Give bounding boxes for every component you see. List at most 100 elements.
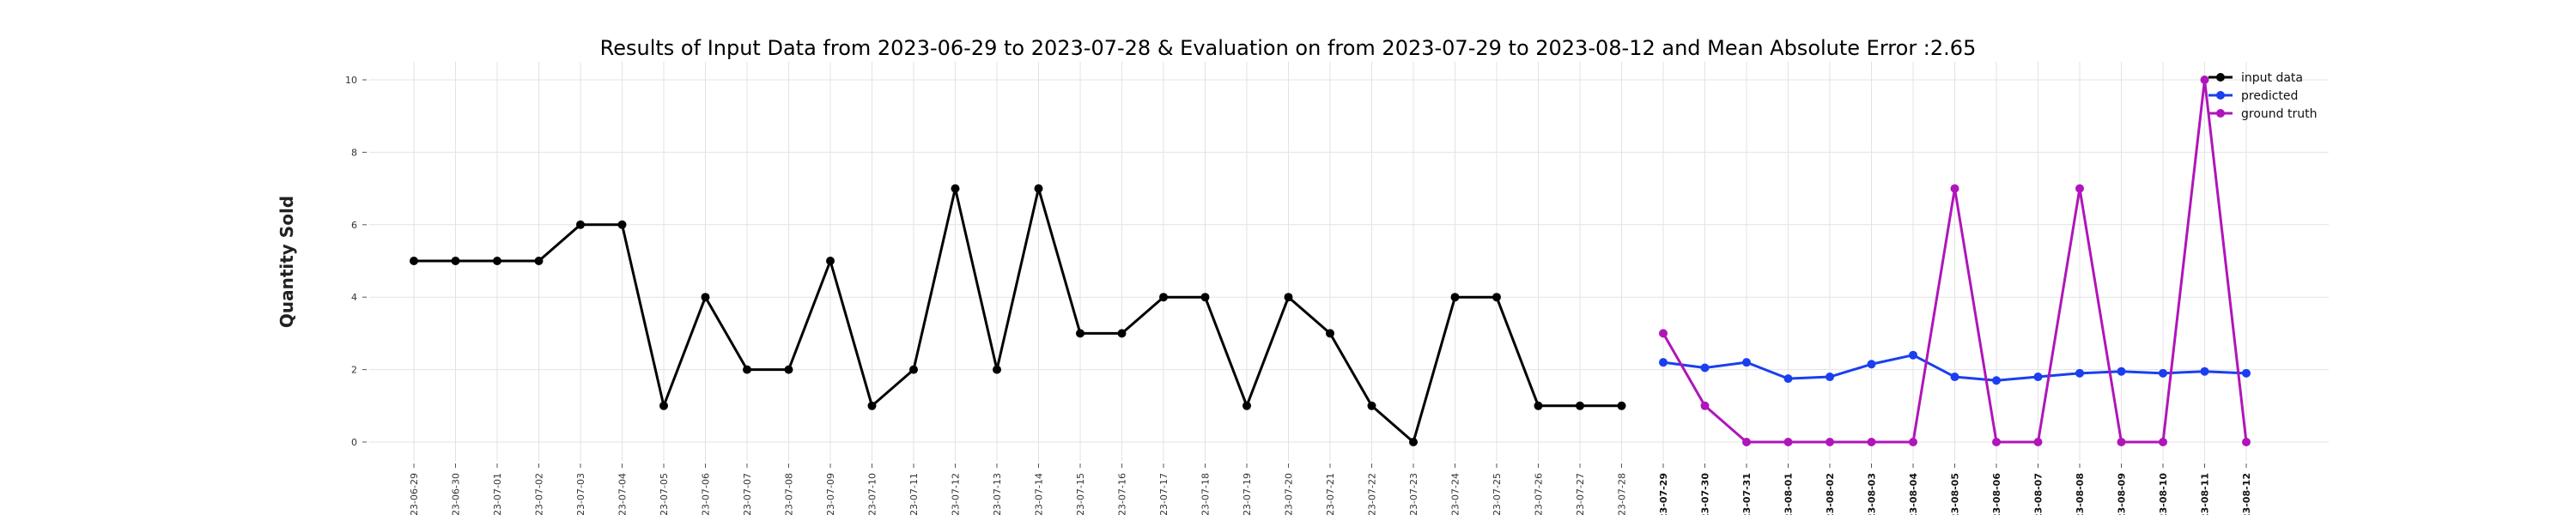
legend: input data predicted ground truth: [2208, 71, 2317, 121]
x-tick-label: -23-08-12: [2241, 473, 2252, 515]
data-point: [2075, 368, 2084, 378]
x-tick-label: -23-07-31: [1741, 473, 1753, 515]
x-tick-label: -23-07-23: [1408, 473, 1419, 515]
x-tick-label: -23-07-29: [1658, 473, 1669, 515]
x-tick-label: -23-08-08: [2075, 473, 2086, 515]
x-tick-label: -23-07-18: [1200, 473, 1212, 515]
data-point: [1700, 363, 1710, 373]
x-tick-label: -23-08-07: [2033, 473, 2044, 515]
x-tick-label: -23-07-04: [617, 473, 629, 515]
data-point: [1117, 329, 1127, 338]
data-point: [1950, 184, 1959, 193]
data-point: [993, 365, 1001, 374]
x-tick-label: -23-07-05: [659, 473, 670, 515]
data-point: [1742, 438, 1751, 446]
data-point: [576, 220, 585, 229]
data-point: [1367, 401, 1376, 410]
data-point: [2117, 367, 2126, 376]
x-tick-label: -23-08-05: [1950, 473, 1961, 515]
x-tick-label: -23-07-12: [951, 473, 962, 515]
x-tick-label: -23-08-02: [1825, 473, 1836, 515]
data-point: [1783, 374, 1793, 384]
x-tick-label: -23-07-03: [575, 473, 586, 515]
x-tick-label: -23-07-09: [825, 473, 836, 515]
data-point: [451, 257, 460, 265]
data-point: [2242, 438, 2251, 446]
legend-item: input data: [2208, 71, 2303, 85]
y-tick-label: 6: [351, 220, 357, 231]
data-point: [1534, 401, 1543, 410]
data-point: [826, 257, 835, 265]
data-point: [1200, 293, 1210, 302]
data-point: [1576, 401, 1584, 410]
x-tick-label: -23-06-30: [451, 473, 462, 515]
data-point: [1242, 401, 1251, 410]
series-line: [414, 187, 1622, 444]
data-point: [743, 365, 751, 374]
data-point: [2075, 184, 2084, 193]
y-tick-label: 8: [351, 147, 357, 158]
axes: 0 2 4 6 8 10 -23-06-29 -23-06-30 -23-07-01 -23-07…: [345, 75, 2252, 515]
data-point: [2200, 76, 2209, 84]
x-tick-label: -23-07-07: [742, 473, 753, 515]
x-tick-label: -23-07-02: [534, 473, 545, 515]
data-point: [1783, 438, 1793, 446]
data-point: [493, 257, 501, 265]
data-point: [701, 293, 710, 302]
x-tick-label: -23-07-16: [1117, 473, 1128, 515]
x-tick-label: -23-08-10: [2158, 473, 2169, 515]
data-point: [1659, 358, 1668, 367]
data-point: [1034, 184, 1043, 193]
x-tick-label: -23-07-06: [701, 473, 712, 515]
data-point: [1742, 358, 1751, 367]
data-point: [2200, 367, 2209, 376]
y-tick-label: 2: [351, 365, 357, 376]
x-tick-label: -23-08-01: [1783, 473, 1795, 515]
data-point: [1909, 350, 1917, 360]
x-tick-label: -23-07-11: [908, 473, 920, 515]
data-point: [1159, 293, 1168, 302]
x-tick-label: -23-08-09: [2117, 473, 2128, 515]
data-point: [617, 220, 627, 229]
legend-swatch-marker: [2216, 109, 2225, 118]
data-point: [1617, 401, 1626, 410]
data-point: [1826, 373, 1834, 382]
x-tick-label: -23-07-19: [1242, 473, 1253, 515]
chart-title: Results of Input Data from 2023-06-29 to…: [600, 36, 1977, 60]
x-tick-label: -23-07-15: [1075, 473, 1086, 515]
data-point: [951, 184, 960, 193]
data-point: [1700, 401, 1710, 410]
data-point: [2033, 438, 2043, 446]
legend-item: predicted: [2208, 89, 2298, 103]
data-point: [2033, 373, 2043, 382]
data-point: [1950, 373, 1959, 382]
legend-label: ground truth: [2241, 107, 2317, 121]
series-group: [410, 76, 2251, 446]
x-tick-label: -23-08-06: [1991, 473, 2002, 515]
legend-label: input data: [2241, 71, 2303, 85]
series-input-data: [410, 184, 1626, 446]
x-tick-label: -23-07-14: [1034, 473, 1045, 515]
x-tick-label: -23-07-13: [992, 473, 1003, 515]
x-tick-label: -23-08-03: [1867, 473, 1878, 515]
legend-swatch-marker: [2216, 91, 2225, 100]
data-point: [2117, 438, 2126, 446]
x-tick-label: -23-08-04: [1908, 473, 1919, 515]
x-tick-label: -23-06-29: [409, 473, 420, 515]
data-point: [1076, 329, 1084, 338]
series-predicted: [1659, 350, 2251, 385]
x-tick-label: -23-07-10: [867, 473, 878, 515]
data-point: [1326, 329, 1334, 338]
data-point: [867, 401, 877, 410]
data-point: [1450, 293, 1460, 302]
x-tick-label: -23-07-30: [1700, 473, 1711, 515]
data-point: [2159, 368, 2167, 378]
x-tick-label: -23-07-21: [1325, 473, 1336, 515]
x-tick-label: -23-07-24: [1450, 473, 1461, 515]
legend-item: ground truth: [2208, 107, 2317, 121]
legend-swatch-marker: [2216, 73, 2225, 82]
data-point: [909, 365, 918, 374]
data-point: [1659, 329, 1668, 338]
data-point: [2242, 368, 2251, 378]
